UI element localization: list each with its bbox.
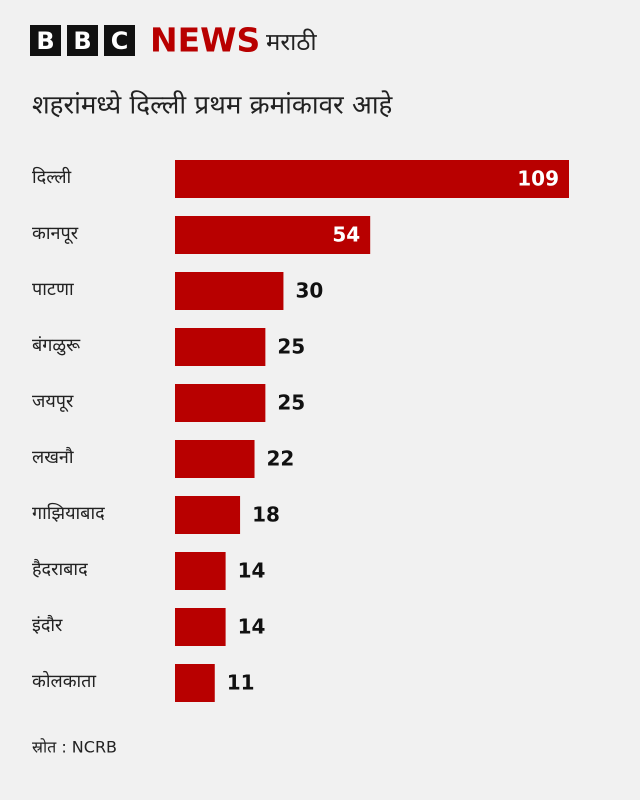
value-label: 30 bbox=[295, 279, 323, 303]
value-label: 14 bbox=[238, 615, 266, 639]
category-label: गाझियाबाद bbox=[32, 502, 105, 524]
chart-title: शहरांमध्ये दिल्ली प्रथम क्रमांकावर आहे bbox=[32, 90, 394, 121]
logo-letter: B bbox=[36, 27, 54, 55]
value-label: 14 bbox=[238, 559, 266, 583]
bar bbox=[175, 216, 371, 254]
bar bbox=[175, 440, 255, 478]
logo-news: NEWS bbox=[150, 21, 260, 60]
logo-letter: C bbox=[111, 27, 129, 55]
source: स्रोत : NCRB bbox=[32, 738, 117, 757]
logo: B B C NEWS मराठी bbox=[30, 21, 317, 60]
logo-box bbox=[104, 25, 135, 56]
value-label: 18 bbox=[252, 503, 280, 527]
bar bbox=[175, 496, 241, 534]
bar bbox=[175, 608, 226, 646]
category-label: पाटणा bbox=[32, 279, 74, 300]
category-label: जयपूर bbox=[32, 391, 74, 412]
value-label: 11 bbox=[227, 671, 255, 695]
bar bbox=[175, 664, 215, 702]
bar bbox=[175, 160, 569, 198]
value-label: 25 bbox=[277, 391, 305, 415]
bar bbox=[175, 328, 266, 366]
logo-letter: B bbox=[73, 27, 91, 55]
value-label: 22 bbox=[267, 447, 295, 471]
logo-box bbox=[30, 25, 61, 56]
bar bbox=[175, 384, 266, 422]
value-label: 54 bbox=[332, 223, 360, 247]
category-label: दिल्ली bbox=[32, 166, 72, 188]
category-label: लखनौ bbox=[32, 446, 74, 468]
bar bbox=[175, 272, 284, 310]
category-label: कोलकाता bbox=[32, 670, 96, 692]
value-label: 109 bbox=[517, 167, 559, 191]
category-label: कानपूर bbox=[32, 223, 79, 244]
logo-box bbox=[67, 25, 98, 56]
logo-language: मराठी bbox=[266, 28, 317, 56]
category-label: हैदराबाद bbox=[32, 558, 88, 580]
bar bbox=[175, 552, 226, 590]
value-label: 25 bbox=[277, 335, 305, 359]
category-label: बंगळुरू bbox=[32, 335, 81, 356]
category-label: इंदौर bbox=[32, 614, 63, 636]
